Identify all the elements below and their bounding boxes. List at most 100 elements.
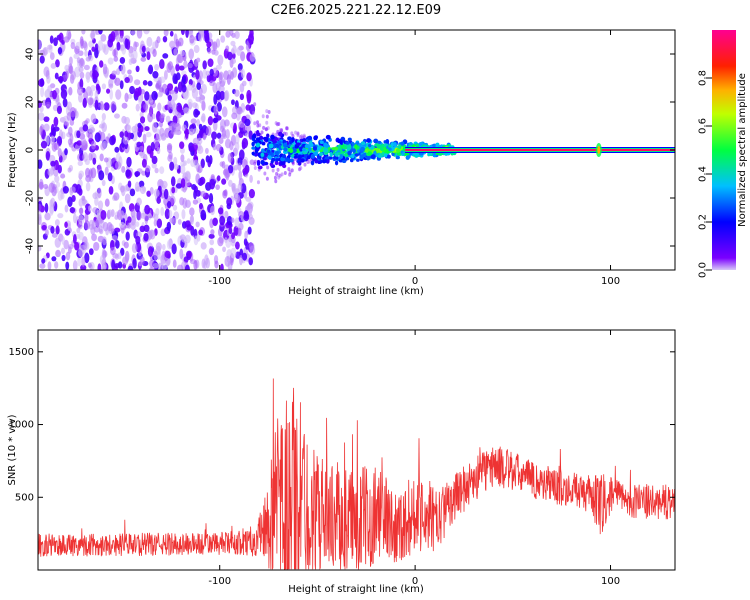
heatmap-cell (209, 80, 215, 87)
heatmap-cell (218, 71, 224, 81)
heatmap-cell (119, 80, 124, 90)
heatmap-cell (132, 257, 137, 269)
heatmap-cell (210, 205, 216, 216)
heatmap-cell (226, 215, 233, 226)
heatmap-cell (161, 243, 166, 251)
heatmap-cell (347, 137, 352, 142)
heatmap-cell (143, 103, 149, 111)
heatmap-cell (376, 144, 382, 149)
snr-x-tick-label: 0 (412, 576, 418, 587)
heatmap-cell (208, 192, 214, 204)
colorbar-tick-label: 0.0 (698, 262, 709, 278)
heatmap-cell (300, 134, 304, 139)
heatmap-cell (102, 264, 106, 270)
heatmap-cell (107, 57, 114, 65)
heatmap-cell (94, 47, 99, 59)
heatmap-cell (180, 178, 186, 188)
heatmap-cell (265, 109, 269, 114)
heatmap-cell (253, 165, 257, 170)
heatmap-cell (237, 227, 242, 237)
heatmap-cell (75, 41, 81, 49)
heatmap-cell (60, 247, 66, 255)
heatmap-cell (114, 113, 120, 119)
heatmap-cell (64, 64, 69, 72)
heatmap-cell (193, 108, 200, 118)
heatmap-cell (57, 76, 64, 83)
heatmap-cell (303, 162, 307, 167)
heatmap-y-tick-label: 0 (25, 147, 36, 153)
heatmap-cell (121, 102, 128, 109)
heatmap-cell (316, 154, 321, 159)
heatmap-cell (198, 123, 203, 131)
heatmap-cell (310, 160, 315, 166)
heatmap-cell (256, 161, 261, 166)
heatmap-cell (238, 254, 243, 266)
heatmap-cell (146, 145, 152, 155)
heatmap-cell (212, 217, 218, 227)
heatmap-cell (38, 159, 43, 170)
heatmap-cell (165, 115, 171, 123)
heatmap-cell (208, 233, 215, 239)
heatmap-cell (110, 101, 117, 112)
heatmap-cell (190, 158, 196, 168)
snr-series-line (38, 378, 675, 570)
heatmap-cell (39, 263, 46, 269)
heatmap-cell (266, 149, 271, 154)
heatmap-cell (215, 143, 222, 152)
heatmap-cell (132, 213, 137, 225)
heatmap-cell (94, 89, 99, 99)
heatmap-cell (317, 160, 322, 165)
heatmap-cell (200, 190, 206, 198)
heatmap-cell (41, 224, 47, 231)
heatmap-cell (241, 80, 247, 87)
heatmap-cell (432, 152, 437, 158)
heatmap-cell (239, 93, 245, 101)
heatmap-cell (92, 70, 99, 80)
heatmap-cell (142, 80, 148, 86)
heatmap-cell (116, 68, 121, 76)
heatmap-cell (88, 205, 93, 212)
heatmap-cell (235, 241, 240, 250)
heatmap-cell (296, 133, 300, 138)
heatmap-cell (159, 166, 165, 175)
heatmap-cell (53, 142, 60, 151)
heatmap-cell (168, 131, 174, 139)
snr-x-label: Height of straight line (km) (288, 584, 424, 595)
heatmap-cell (308, 142, 314, 148)
heatmap-cell (162, 35, 168, 43)
heatmap-cell (141, 158, 147, 168)
heatmap-cell (64, 221, 68, 228)
heatmap-cell (60, 192, 65, 200)
heatmap-cell (69, 107, 77, 118)
heatmap-cell (90, 30, 95, 41)
heatmap-cell (148, 64, 154, 75)
heatmap-cell (57, 47, 63, 55)
heatmap-cell (134, 171, 141, 177)
heatmap-cell (144, 204, 151, 215)
heatmap-cell (156, 146, 161, 155)
heatmap-cell (52, 90, 57, 100)
heatmap-spike-core (597, 146, 601, 154)
heatmap-cell (262, 136, 268, 141)
heatmap-cell (223, 168, 230, 179)
heatmap-cell (47, 44, 53, 50)
heatmap-cell (276, 167, 280, 172)
heatmap-cell (235, 134, 240, 145)
heatmap-cell (313, 151, 319, 157)
heatmap-cell (197, 145, 204, 154)
heatmap-cell (91, 233, 97, 242)
heatmap-cell (49, 206, 54, 216)
heatmap-cell (195, 69, 200, 80)
heatmap-cell (316, 146, 321, 151)
heatmap-cell (101, 112, 106, 121)
heatmap-cell (61, 236, 65, 245)
heatmap-cell (175, 38, 180, 50)
heatmap-cell (124, 193, 131, 204)
heatmap-cell (53, 116, 59, 127)
heatmap-cell (55, 181, 61, 188)
heatmap-cell (69, 133, 74, 144)
heatmap-cell (44, 229, 49, 237)
heatmap-cell (265, 114, 269, 119)
heatmap-cell (64, 204, 69, 213)
heatmap-cell (95, 83, 100, 91)
